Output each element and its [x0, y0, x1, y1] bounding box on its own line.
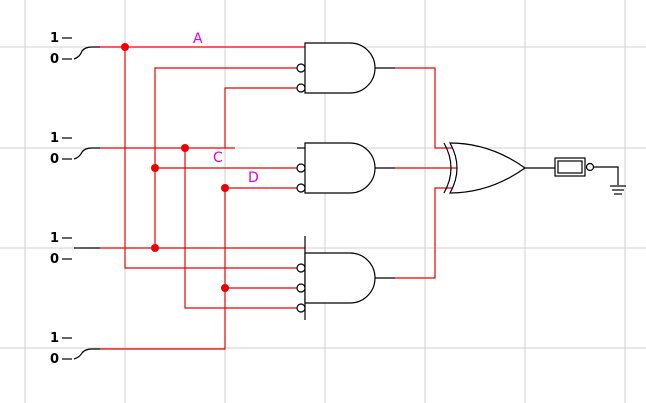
switch-2-lever[interactable]	[73, 147, 100, 160]
switch-4-high-label: 1	[50, 331, 59, 346]
switch-3[interactable]: 1 0	[50, 231, 100, 267]
wire-and1-out	[395, 67, 455, 149]
junction-dot	[221, 284, 229, 292]
inverter-bubble	[296, 303, 306, 313]
probe-bubble	[585, 162, 595, 172]
and-gate-2[interactable]	[296, 142, 395, 194]
or-gate[interactable]	[443, 142, 555, 194]
junction-dot	[151, 164, 159, 172]
inverter-bubble	[296, 83, 306, 93]
switch-2-high-label: 1	[50, 131, 59, 146]
inverter-bubble	[296, 263, 306, 273]
junction-dot	[181, 144, 189, 152]
inverter-bubble	[296, 63, 306, 73]
switch-4[interactable]: 1 0	[50, 331, 100, 367]
wire-net-d	[100, 187, 297, 350]
ground-icon	[610, 185, 626, 195]
output-probe[interactable]	[554, 157, 619, 185]
switch-1-high-label: 1	[50, 31, 59, 46]
wire-and3-out	[395, 187, 455, 279]
inverter-bubble	[296, 183, 306, 193]
switch-1-lever[interactable]	[73, 46, 100, 60]
switch-2-low-label: 0	[50, 152, 59, 167]
wire-a-drop	[124, 47, 297, 269]
wires	[100, 46, 458, 350]
switch-3-high-label: 1	[50, 231, 59, 246]
wire-net-2-drop	[184, 148, 297, 309]
net-label-c: C	[213, 150, 223, 166]
and-gate-3[interactable]	[296, 236, 395, 320]
wire-net-2-up	[224, 87, 297, 148]
net-label-a: A	[193, 31, 203, 47]
junction-dot	[221, 184, 229, 192]
switch-4-lever[interactable]	[73, 348, 100, 360]
inverter-bubble	[296, 283, 306, 293]
junctions	[121, 43, 229, 292]
net-label-d: D	[248, 170, 259, 186]
and-gate-1[interactable]	[296, 42, 395, 94]
junction-dot	[151, 244, 159, 252]
junction-dot	[121, 43, 129, 51]
switch-1[interactable]: 1 0	[50, 31, 100, 67]
switch-4-low-label: 0	[50, 352, 59, 367]
inverter-bubble	[296, 163, 306, 173]
switch-2[interactable]: 1 0	[50, 131, 100, 167]
switch-1-low-label: 0	[50, 52, 59, 67]
switch-3-low-label: 0	[50, 252, 59, 267]
wire-net-c-rise	[154, 67, 297, 248]
